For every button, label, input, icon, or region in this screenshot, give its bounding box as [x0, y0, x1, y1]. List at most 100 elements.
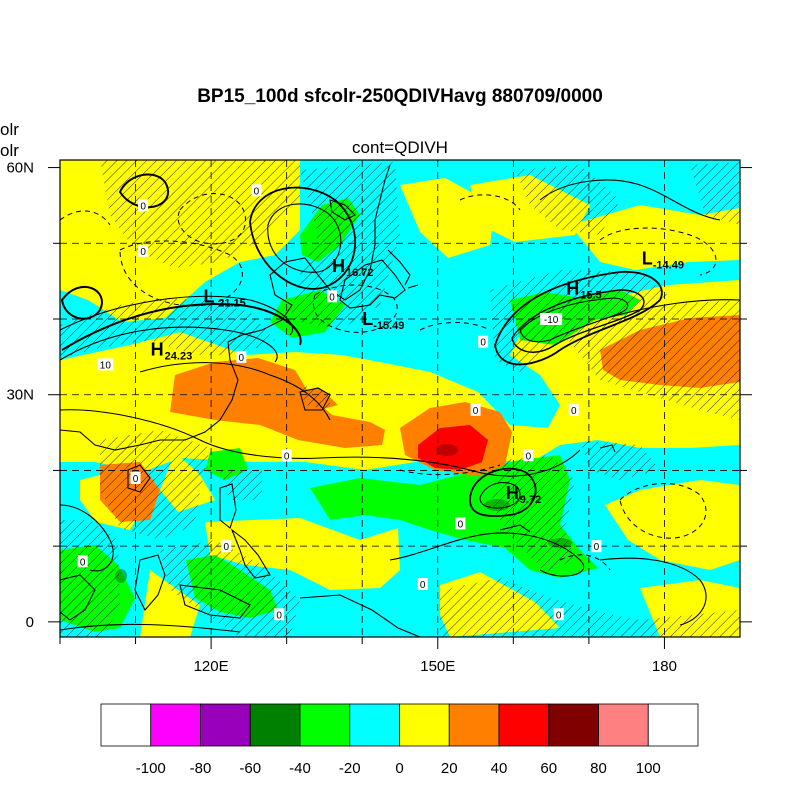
pressure-centers-layer: H 16.72L -21.15L -15.49H 24.23L -14.49H 15.5H 9… — [151, 248, 684, 506]
colorbar-box — [548, 703, 599, 747]
center-value: 24.23 — [165, 350, 193, 362]
x-tick-label: 180 — [652, 658, 677, 675]
contour-label-bg — [417, 578, 428, 590]
colorbar-label: 20 — [441, 760, 458, 777]
coastlines — [60, 164, 616, 637]
contour-label: 10 — [100, 360, 112, 371]
contour-label: 0 — [223, 542, 229, 553]
colorbar-box — [249, 703, 301, 747]
center-high-letter: H — [506, 483, 519, 503]
contour-label-bg — [478, 335, 489, 348]
colorbar-label: 100 — [636, 760, 661, 777]
contour-lines — [60, 173, 740, 633]
figure-subtitle: cont=QDIVH — [352, 138, 448, 157]
center-low-letter: L — [362, 309, 373, 329]
center-value: -14.49 — [653, 259, 684, 271]
contour-label: 0 — [239, 353, 245, 364]
colorbar-label: -40 — [289, 760, 311, 777]
contour-label-bg — [274, 608, 285, 621]
contour-label: 0 — [556, 610, 562, 621]
contour-label: 0 — [480, 338, 486, 349]
contour-label: 0 — [473, 406, 479, 417]
negative-contour-lines — [60, 193, 717, 571]
center-value: 9.72 — [520, 494, 541, 506]
contour-label-bg — [568, 403, 579, 416]
colorbar: -100 -80 -60 -40 -20 0 20 40 60 80 100 — [100, 703, 699, 777]
contour-label-bg — [130, 472, 141, 484]
y-tick-label: 30N — [6, 387, 34, 404]
contour-label-bg — [553, 608, 564, 621]
contour-label-bg — [540, 313, 563, 325]
contour-label-bg — [523, 449, 534, 462]
left-label-2: olr — [0, 141, 19, 160]
contour-label: 0 — [571, 406, 577, 417]
colorbar-label: -20 — [339, 760, 361, 777]
colorbar-box — [498, 703, 550, 747]
shaded-field — [60, 160, 740, 637]
colorbar-label: -60 — [239, 760, 261, 777]
center-low-letter: L — [642, 248, 653, 268]
colorbar-label: -100 — [136, 760, 166, 777]
contour-label: 0 — [284, 451, 290, 462]
y-tick-label: 60N — [6, 160, 34, 177]
y-tick-label: 0 — [26, 614, 34, 631]
contour-label: 0 — [458, 519, 464, 530]
colorbar-box — [100, 703, 152, 747]
colorbar-box — [150, 703, 201, 747]
contour-label-bg — [591, 540, 602, 553]
colorbar-box — [647, 703, 699, 747]
center-high-letter: H — [566, 279, 579, 299]
contour-label-bg — [470, 403, 481, 416]
colorbar-label: 60 — [540, 760, 557, 777]
colorbar-label: 80 — [590, 760, 607, 777]
contour-label-bg — [77, 555, 88, 568]
contour-label-bg — [221, 540, 232, 553]
colorbar-box — [200, 703, 251, 747]
contour-label: 0 — [329, 292, 335, 303]
center-value: -15.49 — [373, 320, 404, 332]
colorbar-label: 40 — [491, 760, 508, 777]
contour-label: 0 — [133, 474, 139, 485]
contour-label-bg — [97, 358, 114, 371]
colorbar-box — [598, 703, 649, 747]
contour-label: 0 — [526, 451, 532, 462]
left-label-1: olr — [0, 120, 19, 139]
center-value: 16.72 — [346, 267, 374, 279]
center-low-letter: L — [204, 286, 215, 306]
contour-label-bg — [327, 290, 337, 303]
colorbar-label: -80 — [190, 760, 212, 777]
contour-label: 0 — [140, 201, 146, 212]
plot-frame — [59, 159, 741, 638]
center-value: 15.5 — [580, 290, 601, 302]
contour-label: 0 — [140, 247, 146, 258]
colorbar-box — [399, 703, 450, 747]
graticule — [60, 160, 740, 637]
significance-hatching — [60, 160, 740, 637]
colorbar-box — [299, 703, 351, 747]
contour-label-bg — [138, 199, 149, 212]
center-value: -21.15 — [215, 297, 246, 309]
x-tick-label: 150E — [420, 658, 455, 675]
colorbar-box — [448, 703, 500, 747]
axis-ticks: 120E 150E 180 60N 30N 0 — [6, 160, 752, 675]
figure-title: BP15_100d sfcolr-250QDIVHavg 880709/0000 — [197, 86, 603, 107]
contour-label-bg — [455, 517, 466, 530]
colorbar-label: 0 — [395, 760, 403, 777]
contour-label-bg — [138, 244, 149, 257]
contour-label-bg — [236, 350, 247, 363]
contour-label: -10 — [544, 315, 559, 326]
center-high-letter: H — [332, 256, 345, 276]
contour-label-bg — [251, 184, 262, 197]
colorbar-box — [349, 703, 400, 747]
contour-label: 0 — [420, 580, 426, 591]
contour-labels-layer: 0 0 0 0 10 0 0 0 0 0 0 0 0 0 0 -10 0 0 0 0 — [77, 184, 602, 621]
contour-label-bg — [281, 449, 292, 462]
contour-label: 0 — [80, 557, 86, 568]
field-positive-80 — [436, 444, 458, 456]
contour-label: 0 — [254, 186, 260, 197]
center-high-letter: H — [151, 339, 164, 359]
contour-label: 0 — [594, 542, 600, 553]
x-tick-label: 120E — [194, 658, 229, 675]
contour-label: 0 — [276, 610, 282, 621]
